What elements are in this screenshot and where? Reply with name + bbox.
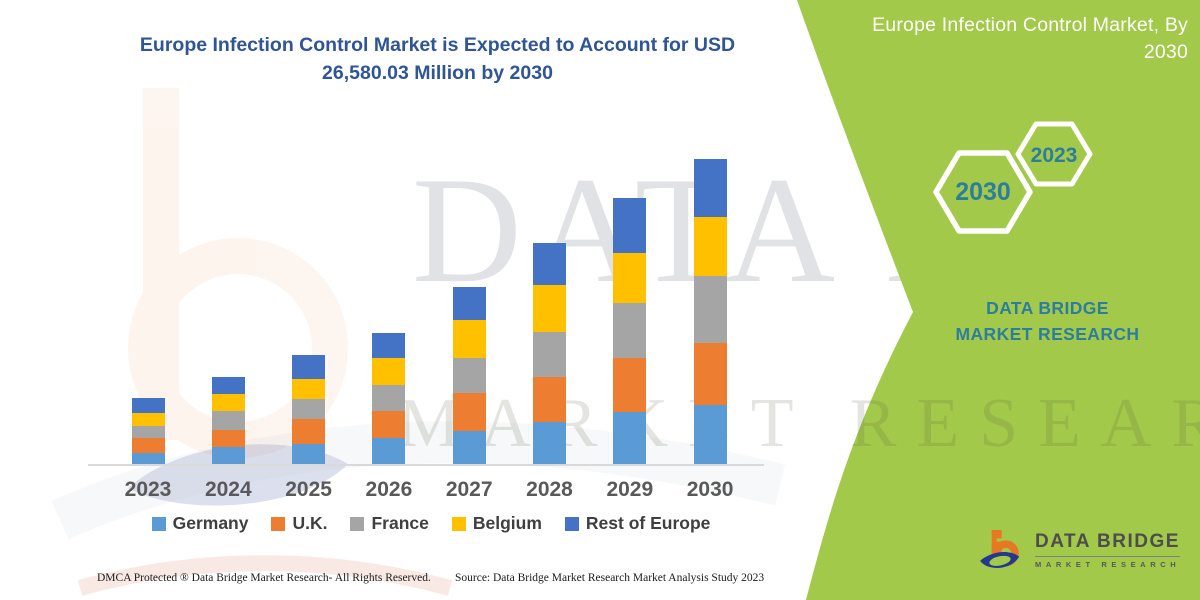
bar-segment-2028-rest-of-europe xyxy=(533,243,566,286)
bar-segment-2027-france xyxy=(452,358,486,394)
footer-source-text: Source: Data Bridge Market Research Mark… xyxy=(455,572,765,584)
side-panel-brand-caption: DATA BRIDGE MARKET RESEARCH xyxy=(955,298,1140,344)
bar-segment-2030-rest-of-europe xyxy=(693,159,727,218)
bar-segment-2026-rest-of-europe xyxy=(372,332,406,358)
bar-segment-2024-germany xyxy=(211,447,245,465)
legend-item-germany: Germany xyxy=(151,513,249,534)
bar-segment-2026-france xyxy=(372,384,406,411)
bar-2025 xyxy=(292,355,326,465)
x-axis-label-2029: 2029 xyxy=(606,478,654,501)
x-axis-label-2026: 2026 xyxy=(365,478,413,501)
bar-segment-2029-rest-of-europe xyxy=(613,198,647,254)
bar-segment-2023-france xyxy=(131,426,165,439)
legend-label: France xyxy=(371,513,429,533)
bar-segment-2026-germany xyxy=(372,437,406,465)
bar-segment-2025-rest-of-europe xyxy=(292,355,326,380)
bar-2024 xyxy=(211,376,245,465)
legend-swatch xyxy=(451,516,466,531)
bar-segment-2028-germany xyxy=(533,422,566,465)
bar-2027 xyxy=(452,287,486,465)
hexagon-2023-badge: 2023 xyxy=(1015,121,1093,187)
bar-segment-2029-u-k- xyxy=(613,358,647,413)
bar-segment-2027-u-k- xyxy=(452,393,486,432)
x-axis-labels: 2023 2024 2025 2026 2027 2028 2029 2030 xyxy=(100,478,765,506)
x-axis-label-2025: 2025 xyxy=(285,478,332,501)
bar-2023 xyxy=(131,398,165,465)
bar-2026 xyxy=(372,332,406,465)
legend-label: Belgium xyxy=(472,513,542,533)
legend-item-france: France xyxy=(350,513,429,534)
bar-segment-2030-germany xyxy=(693,405,727,465)
hexagon-2030-label: 2030 xyxy=(955,178,1011,206)
legend-item-rest-of-europe: Rest of Europe xyxy=(564,513,711,534)
bar-segment-2024-rest-of-europe xyxy=(211,376,245,394)
bar-segment-2025-france xyxy=(292,399,326,420)
chart-title: Europe Infection Control Market is Expec… xyxy=(139,34,736,84)
bar-segment-2028-belgium xyxy=(533,285,566,333)
dbmr-logo: DATA BRIDGE MARKET RESEARCH xyxy=(975,524,1181,576)
bar-2030 xyxy=(693,159,727,465)
bar-segment-2025-u-k- xyxy=(292,419,326,445)
hexagon-2030-badge: 2030 xyxy=(933,150,1033,234)
legend-swatch xyxy=(350,516,365,531)
bar-segment-2024-u-k- xyxy=(211,430,245,448)
bar-segment-2023-germany xyxy=(131,453,165,465)
hexagon-2023-label: 2023 xyxy=(1031,144,1078,167)
bar-segment-2024-belgium xyxy=(211,393,245,412)
x-axis-label-2028: 2028 xyxy=(526,478,573,501)
chart-legend: Germany U.K. France Belgium Rest of Europe xyxy=(95,513,767,534)
stacked-bar-plot xyxy=(100,140,765,465)
bar-segment-2028-france xyxy=(533,332,566,378)
bar-segment-2023-rest-of-europe xyxy=(131,398,165,414)
bar-segment-2025-germany xyxy=(292,444,326,465)
dbmr-logo-icon xyxy=(980,530,1020,568)
bar-segment-2030-france xyxy=(693,275,727,343)
x-axis-line xyxy=(88,464,764,466)
legend-label: Germany xyxy=(172,513,249,533)
x-axis-label-2024: 2024 xyxy=(204,478,252,501)
legend-item-belgium: Belgium xyxy=(451,513,542,534)
legend-item-u-k-: U.K. xyxy=(271,513,327,534)
bar-segment-2030-belgium xyxy=(693,217,727,276)
legend-label: Rest of Europe xyxy=(585,513,711,533)
bar-segment-2026-belgium xyxy=(372,357,406,385)
legend-swatch xyxy=(151,516,166,531)
bar-segment-2027-rest-of-europe xyxy=(452,287,486,321)
bar-2028 xyxy=(533,243,566,465)
side-panel-heading: Europe Infection Control Market, By 2030 xyxy=(872,14,1188,63)
bar-segment-2027-germany xyxy=(452,431,486,465)
bar-segment-2029-france xyxy=(613,303,647,359)
dbmr-logo-subtitle: MARKET RESEARCH xyxy=(1035,560,1181,569)
legend-swatch xyxy=(564,516,579,531)
dbmr-logo-name: DATA BRIDGE xyxy=(1035,531,1181,557)
bar-segment-2029-germany xyxy=(613,412,647,465)
legend-swatch xyxy=(271,516,286,531)
bar-segment-2023-belgium xyxy=(131,413,165,427)
legend-label: U.K. xyxy=(292,513,328,533)
bar-segment-2030-u-k- xyxy=(693,342,727,406)
bar-segment-2023-u-k- xyxy=(131,438,165,454)
bar-segment-2024-france xyxy=(211,411,245,431)
x-axis-label-2027: 2027 xyxy=(445,478,493,501)
x-axis-label-2023: 2023 xyxy=(124,478,172,501)
bar-segment-2026-u-k- xyxy=(372,410,406,438)
bar-segment-2029-belgium xyxy=(613,253,647,304)
bar-segment-2027-belgium xyxy=(452,320,486,359)
bar-segment-2028-u-k- xyxy=(533,377,566,423)
x-axis-label-2030: 2030 xyxy=(686,478,734,501)
footer-dmca-text: DMCA Protected ® Data Bridge Market Rese… xyxy=(97,572,431,584)
bar-segment-2025-belgium xyxy=(292,379,326,400)
bar-2029 xyxy=(613,198,647,465)
